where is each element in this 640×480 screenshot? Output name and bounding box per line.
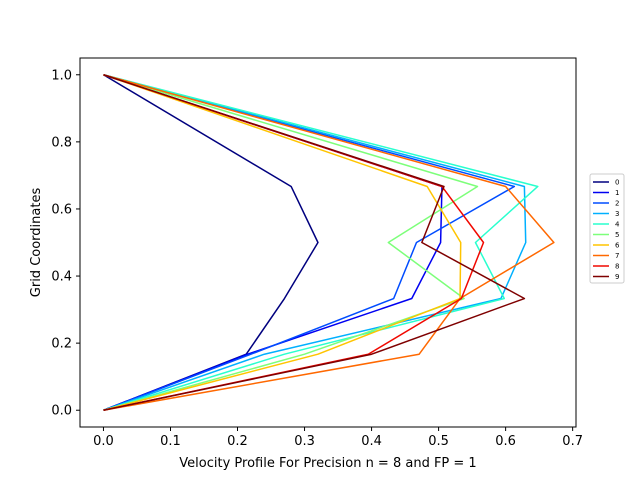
series-line-9 xyxy=(103,74,526,411)
y-tick-label: 0.6 xyxy=(51,202,72,217)
legend: 0 1 2 3 4 5 6 7 8 9 xyxy=(589,173,625,284)
y-tick-label: 0.4 xyxy=(51,270,72,285)
x-tick-label: 0.7 xyxy=(562,434,583,449)
series-line-2 xyxy=(103,74,516,411)
y-axis-label: Grid Coordinates xyxy=(29,188,44,298)
legend-label-2: 2 xyxy=(615,200,619,208)
series-line-3 xyxy=(103,74,527,411)
legend-label-1: 1 xyxy=(615,189,619,197)
y-axis-ticks: 0.0 0.2 0.4 0.6 0.8 1.0 xyxy=(51,68,80,419)
legend-label-5: 5 xyxy=(615,231,619,239)
y-tick-label: 1.0 xyxy=(51,68,72,83)
series-line-6 xyxy=(103,74,462,411)
legend-label-7: 7 xyxy=(615,252,619,260)
legend-label-8: 8 xyxy=(615,263,619,271)
x-tick-label: 0.6 xyxy=(495,434,516,449)
x-tick-label: 0.4 xyxy=(361,434,382,449)
series-line-7 xyxy=(103,74,555,411)
legend-label-9: 9 xyxy=(615,273,619,281)
plot-lines xyxy=(103,74,555,411)
legend-label-6: 6 xyxy=(615,242,620,250)
x-tick-label: 0.5 xyxy=(428,434,449,449)
x-tick-label: 0.3 xyxy=(294,434,315,449)
x-tick-label: 0.0 xyxy=(93,434,114,449)
legend-label-4: 4 xyxy=(615,221,620,229)
x-axis-label: Velocity Profile For Precision n = 8 and… xyxy=(179,456,476,471)
x-tick-label: 0.1 xyxy=(160,434,181,449)
series-line-5 xyxy=(103,74,479,411)
y-tick-label: 0.0 xyxy=(51,404,72,419)
x-axis-ticks: 0.0 0.1 0.2 0.3 0.4 0.5 0.6 0.7 xyxy=(93,427,583,449)
x-tick-label: 0.2 xyxy=(227,434,248,449)
legend-label-3: 3 xyxy=(615,210,619,218)
plot-frame xyxy=(79,57,577,428)
y-tick-label: 0.8 xyxy=(51,135,72,150)
legend-label-0: 0 xyxy=(615,179,619,187)
series-line-4 xyxy=(103,74,539,411)
y-tick-label: 0.2 xyxy=(51,337,72,352)
